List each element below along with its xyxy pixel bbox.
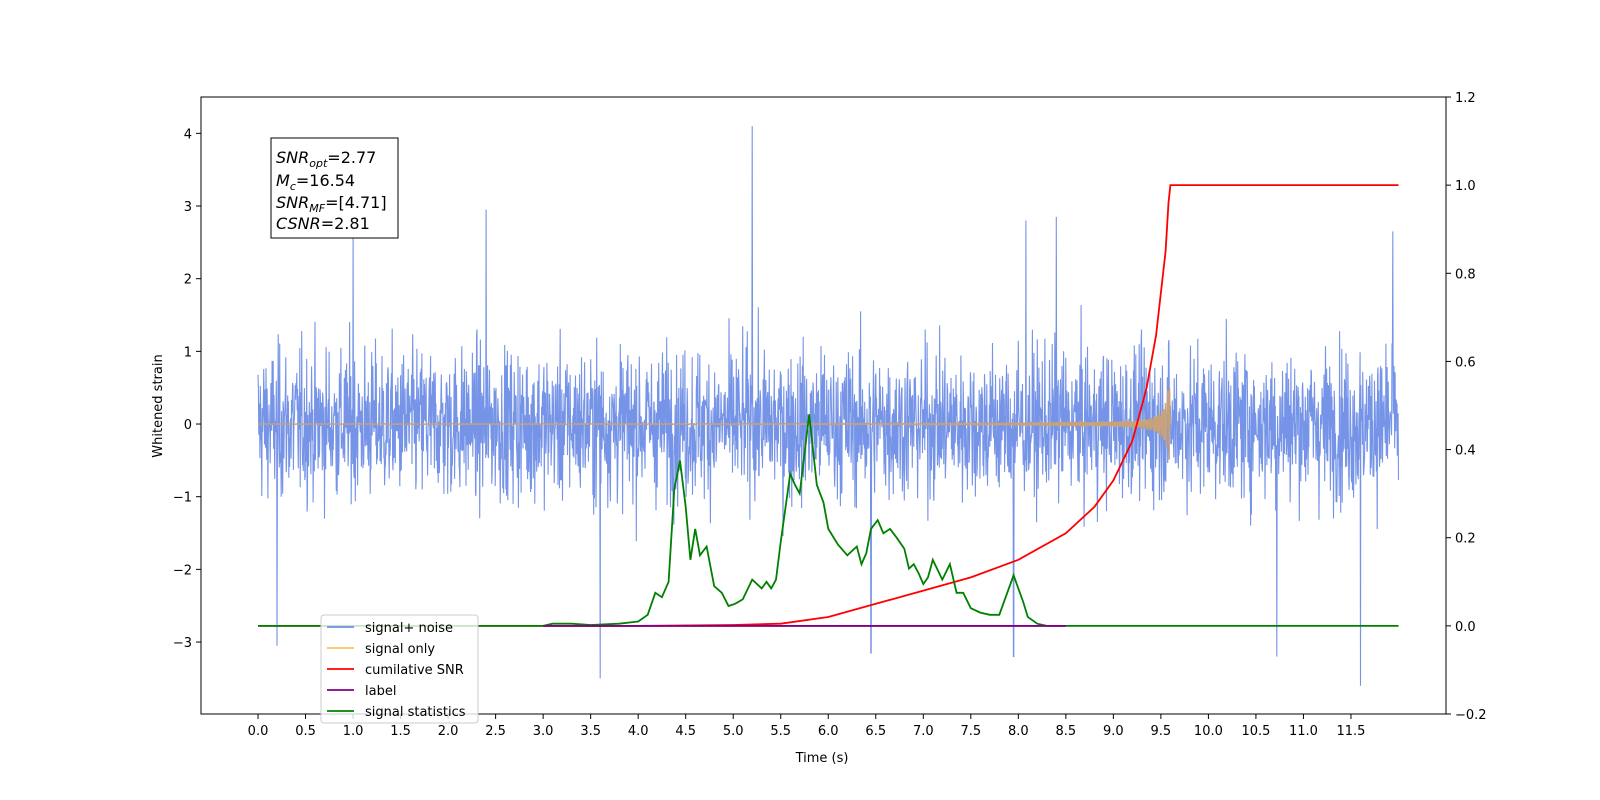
x-tick-label: 9.0 — [1103, 724, 1124, 739]
x-tick-label: 3.0 — [533, 724, 554, 739]
y-axis-left: 4 3 2 1 0 −1 −2 −3 — [173, 127, 201, 651]
y-right-tick-label: 0.8 — [1455, 267, 1476, 282]
x-tick-label: 7.5 — [960, 724, 981, 739]
stats-box-frame — [270, 137, 399, 239]
legend-label: signal statistics — [365, 705, 466, 720]
x-tick-label: 2.0 — [438, 724, 459, 739]
series-cumilative-snr-line — [258, 184, 1399, 627]
x-tick-label: 6.0 — [818, 724, 839, 739]
y-left-tick-label: 1 — [184, 345, 192, 360]
y-left-tick-label: 4 — [184, 127, 192, 142]
legend-label: cumilative SNR — [365, 663, 464, 678]
legend: signal+ noise signal only cumilative SNR la… — [320, 614, 479, 724]
legend-frame — [320, 614, 479, 724]
series-signal-statistics-line — [258, 414, 1399, 627]
signal-noise-line — [257, 126, 1400, 686]
stats-csnr: CSNR=2.81 — [276, 214, 370, 233]
y-left-tick-label: 3 — [184, 200, 192, 215]
x-tick-label: 4.5 — [675, 724, 696, 739]
legend-label: label — [365, 684, 396, 699]
y-axis-left-label: Whitened strain — [151, 354, 166, 457]
x-tick-label: 5.5 — [770, 724, 791, 739]
y-right-tick-label: 0.0 — [1455, 620, 1476, 635]
y-left-tick-label: 2 — [184, 273, 192, 288]
y-right-tick-label: 0.4 — [1455, 444, 1476, 459]
y-left-tick-label: −2 — [173, 563, 192, 578]
series-signal-only — [257, 387, 1172, 460]
plot-frame — [200, 96, 1447, 715]
x-tick-label: 6.5 — [865, 724, 886, 739]
x-tick-label: 8.0 — [1008, 724, 1029, 739]
x-tick-label: 7.0 — [913, 724, 934, 739]
x-tick-label: 4.0 — [628, 724, 649, 739]
x-tick-label: 2.5 — [485, 724, 506, 739]
y-right-tick-label: 1.0 — [1455, 179, 1476, 194]
stats-snr-opt: SNRopt=2.77 — [276, 148, 376, 170]
y-right-tick-label: 1.2 — [1455, 91, 1476, 106]
y-right-tick-label: 0.6 — [1455, 355, 1476, 370]
x-tick-label: 10.0 — [1194, 724, 1223, 739]
x-tick-label: 11.5 — [1336, 724, 1365, 739]
x-tick-label: 5.0 — [723, 724, 744, 739]
y-axis-right: 1.2 1.0 0.8 0.6 0.4 0.2 0.0 −0.2 — [1446, 91, 1487, 723]
x-axis: 0.0 0.5 1.0 1.5 2.0 2.5 3.0 3.5 4.0 4.5 5.0 5.5 6.0 6… — [248, 714, 1365, 739]
y-left-tick-label: −3 — [173, 636, 192, 651]
legend-label: signal only — [365, 642, 435, 657]
stats-mc: Mc=16.54 — [276, 171, 355, 193]
stats-snr-mf: SNRMF=[4.71] — [276, 193, 387, 215]
right-axis-series — [258, 184, 1399, 627]
y-right-tick-label: 0.2 — [1455, 532, 1476, 547]
signal-only-line — [257, 387, 1172, 460]
y-left-tick-label: −1 — [173, 491, 192, 506]
x-tick-label: 1.5 — [390, 724, 411, 739]
y-right-tick-label: −0.2 — [1455, 708, 1487, 723]
x-tick-label: 1.0 — [343, 724, 364, 739]
y-left-tick-label: 0 — [184, 418, 192, 433]
series-signal-noise — [257, 126, 1400, 686]
x-tick-label: 0.0 — [248, 724, 269, 739]
x-tick-label: 0.5 — [295, 724, 316, 739]
x-tick-label: 10.5 — [1241, 724, 1270, 739]
x-tick-label: 11.0 — [1289, 724, 1318, 739]
x-axis-label: Time (s) — [795, 751, 849, 766]
x-tick-label: 9.5 — [1151, 724, 1172, 739]
legend-label: signal+ noise — [365, 621, 453, 636]
x-tick-label: 3.5 — [580, 724, 601, 739]
stats-box: SNRopt=2.77 Mc=16.54 SNRMF=[4.71] CSNR=2… — [270, 137, 399, 239]
x-tick-label: 8.5 — [1056, 724, 1077, 739]
